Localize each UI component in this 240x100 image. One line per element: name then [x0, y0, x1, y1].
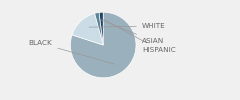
Wedge shape — [72, 13, 103, 45]
Text: ASIAN: ASIAN — [101, 20, 164, 44]
Wedge shape — [70, 12, 136, 78]
Wedge shape — [99, 12, 103, 45]
Text: HISPANIC: HISPANIC — [104, 20, 176, 53]
Wedge shape — [95, 12, 103, 45]
Text: BLACK: BLACK — [29, 40, 115, 64]
Text: WHITE: WHITE — [89, 23, 166, 29]
